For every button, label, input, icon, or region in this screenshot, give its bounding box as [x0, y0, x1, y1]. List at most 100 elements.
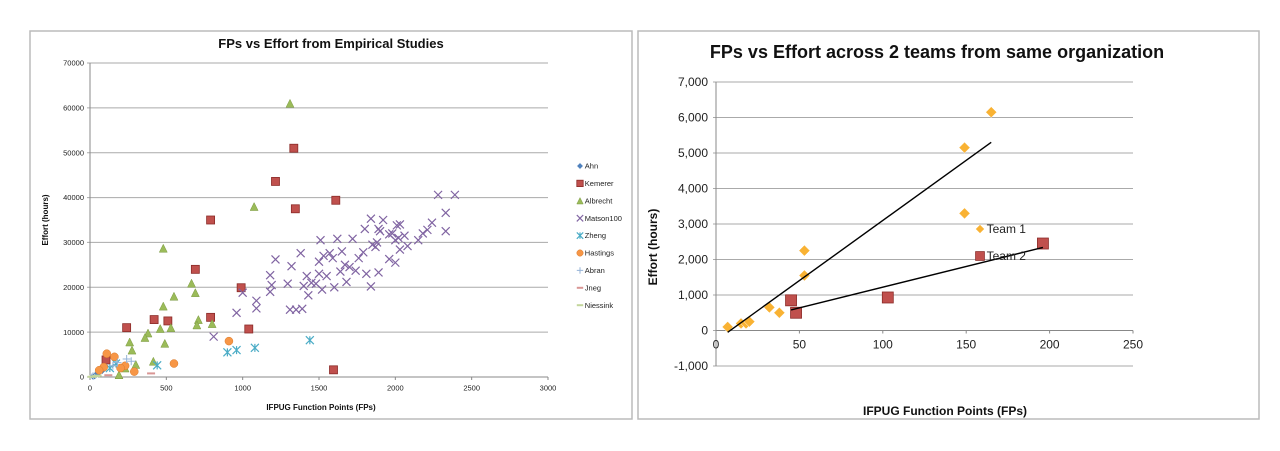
- data-point: [790, 306, 802, 319]
- data-point: [114, 370, 124, 380]
- data-point: [207, 319, 217, 328]
- data-point: [122, 355, 131, 364]
- left-chart-x-label: IFPUG Function Points (FPs): [266, 403, 376, 412]
- data-point: [158, 301, 168, 311]
- x-tick-label: 0: [88, 384, 92, 393]
- legend-label: Team 2: [987, 249, 1027, 263]
- x-tick-label: 250: [1123, 338, 1143, 352]
- data-point: [302, 271, 312, 281]
- x-tick-label: 2500: [463, 384, 480, 393]
- data-point: [190, 288, 200, 297]
- data-point: [108, 361, 117, 370]
- data-point: [265, 270, 275, 280]
- y-tick-label: 2,000: [678, 253, 708, 267]
- legend-marker: [576, 267, 584, 274]
- data-point: [251, 296, 261, 306]
- data-point: [372, 238, 382, 247]
- data-point: [209, 332, 219, 342]
- y-tick-label: -1,000: [674, 359, 708, 373]
- data-point: [187, 278, 196, 288]
- data-point: [328, 253, 338, 263]
- data-point: [158, 243, 168, 253]
- x-tick-label: 1500: [311, 384, 328, 393]
- data-point: [422, 225, 432, 235]
- series-team-2: [785, 237, 1049, 319]
- data-point: [222, 347, 232, 357]
- legend-label: Jneg: [585, 283, 601, 292]
- legend-label: Matson100: [585, 214, 622, 223]
- data-point: [340, 260, 350, 270]
- data-point: [149, 315, 159, 324]
- y-tick-label: 20000: [63, 283, 84, 292]
- data-point: [413, 235, 423, 245]
- series-hastings: [94, 336, 234, 376]
- series-kemerer: [101, 143, 341, 375]
- data-point: [958, 207, 971, 220]
- data-point: [155, 323, 165, 333]
- data-point: [130, 367, 139, 376]
- data-point: [192, 320, 202, 330]
- data-point: [251, 303, 261, 313]
- data-point: [271, 255, 280, 264]
- data-point: [450, 190, 460, 200]
- x-tick-label: 2000: [387, 384, 404, 393]
- data-point: [244, 324, 254, 334]
- data-point: [152, 360, 162, 370]
- legend-label: Abran: [585, 266, 605, 275]
- data-point: [331, 195, 341, 205]
- data-point: [232, 308, 241, 318]
- data-point: [427, 218, 437, 228]
- data-point: [160, 338, 170, 348]
- right-chart-frame: [637, 30, 1260, 420]
- data-point: [329, 282, 339, 292]
- y-tick-label: 4,000: [678, 182, 708, 196]
- x-tick-label: 0: [713, 338, 720, 352]
- legend-label: Zheng: [585, 231, 606, 240]
- data-point: [360, 224, 370, 234]
- data-point: [387, 229, 397, 238]
- y-tick-label: 3,000: [678, 217, 708, 231]
- data-point: [102, 349, 112, 358]
- y-tick-label: 50000: [63, 148, 84, 157]
- series-team-1: [721, 106, 998, 333]
- data-point: [881, 291, 894, 304]
- left-chart-title: FPs vs Effort from Empirical Studies: [218, 36, 443, 51]
- legend-marker: [975, 251, 985, 261]
- data-point: [375, 226, 385, 236]
- data-point: [378, 215, 388, 225]
- left-chart: FPs vs Effort from Empirical Studies IFP…: [41, 36, 622, 412]
- data-point: [238, 288, 248, 298]
- x-tick-label: 200: [1040, 338, 1060, 352]
- y-tick-label: 5,000: [678, 146, 708, 160]
- x-tick-label: 1000: [234, 384, 251, 393]
- data-point: [110, 352, 119, 362]
- data-point: [267, 280, 277, 290]
- legend-marker: [576, 162, 584, 170]
- y-tick-label: 6,000: [678, 111, 708, 125]
- x-tick-label: 500: [160, 384, 173, 393]
- data-point: [297, 304, 307, 314]
- data-point: [335, 267, 345, 277]
- data-point: [285, 98, 295, 108]
- trendline: [727, 141, 992, 333]
- data-point: [403, 241, 412, 251]
- legend-label: Team 1: [987, 222, 1027, 236]
- data-point: [206, 312, 216, 322]
- right-chart: FPs vs Effort across 2 teams from same o…: [646, 42, 1164, 418]
- left-chart-y-label: Effort (hours): [41, 194, 50, 245]
- data-point: [305, 335, 315, 345]
- legend-marker: [576, 197, 584, 205]
- data-point: [296, 248, 306, 258]
- data-point: [351, 266, 361, 276]
- data-point: [190, 264, 200, 274]
- data-point: [400, 231, 409, 241]
- right-chart-y-label: Effort (hours): [646, 209, 660, 286]
- legend-marker: [576, 231, 584, 240]
- data-point: [283, 279, 293, 289]
- data-point: [232, 345, 241, 355]
- data-point: [169, 359, 179, 368]
- left-chart-frame: [29, 30, 633, 420]
- data-point: [314, 269, 324, 279]
- data-point: [374, 268, 383, 277]
- data-point: [337, 246, 347, 256]
